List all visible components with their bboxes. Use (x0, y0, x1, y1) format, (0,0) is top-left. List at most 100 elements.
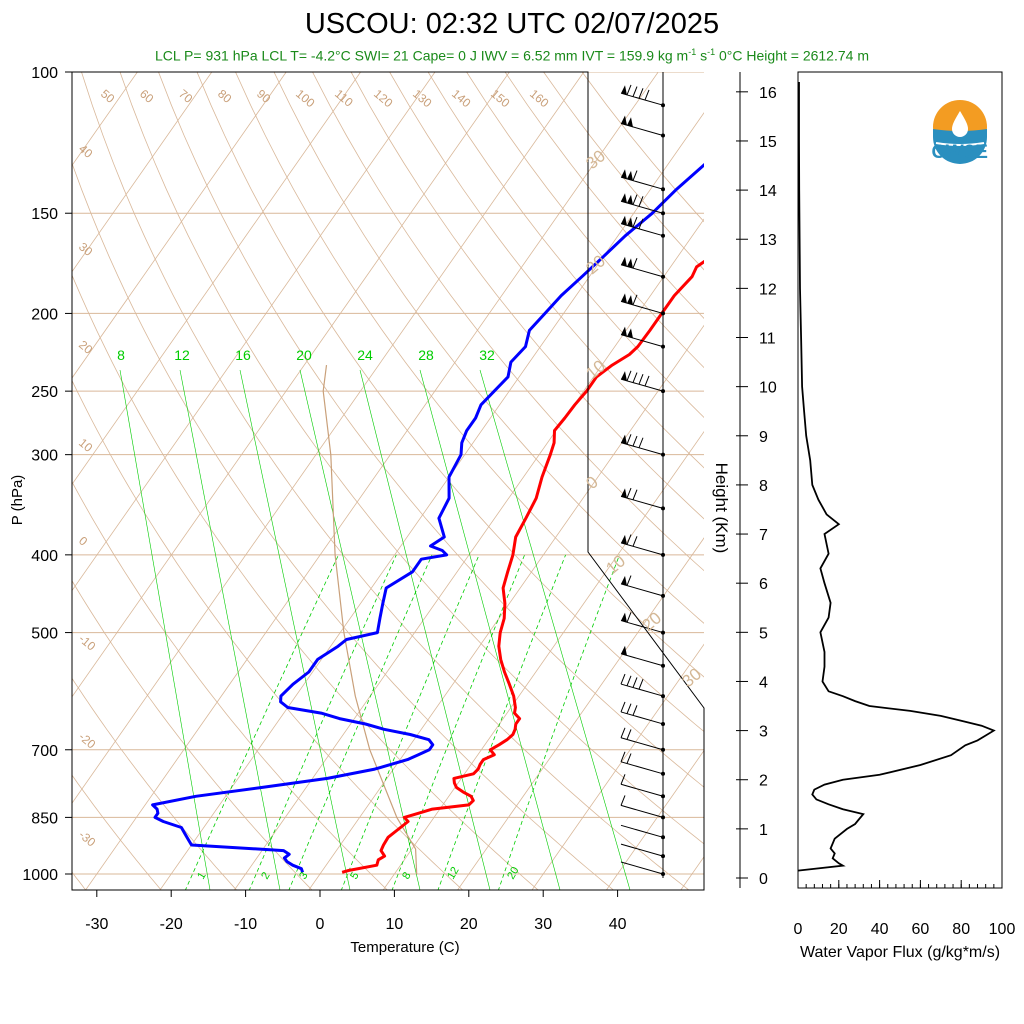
wind-barb-staff (620, 804, 664, 818)
x-tick-label: 30 (534, 916, 552, 933)
flux-x-tick-label: 40 (871, 921, 889, 938)
temperature-trace-line (341, 259, 704, 874)
wind-barb-staff (620, 711, 664, 725)
skewt-frame (71, 71, 705, 891)
isotherm-line (457, 537, 704, 890)
height-tick-label: 12 (759, 281, 777, 298)
mixing-ratio-label: 8 (400, 870, 413, 881)
height-tick-label: 13 (759, 232, 777, 249)
adiabat-label: 60 (137, 87, 156, 107)
mixing-ratio-label: 12 (445, 865, 462, 882)
isotherm-label: 0 (76, 534, 90, 549)
wind-barb-flag (620, 774, 626, 785)
cw3e-logo-icon (933, 100, 987, 164)
wind-barb-staff (620, 653, 664, 667)
height-axis-label: Height (Km) (712, 463, 731, 554)
wind-barb-staff (620, 378, 664, 392)
adiabat-label: 80 (215, 87, 234, 107)
dry-adiabat-line (427, 72, 704, 418)
isotherm-label: 20 (76, 338, 95, 358)
dry-adiabat-line (196, 72, 704, 733)
wind-barb-staff (620, 861, 664, 875)
wind-scale-label: 10 (602, 551, 629, 578)
wind-barb-staff (620, 620, 664, 634)
wind-barb-flag (626, 675, 632, 686)
wind-barb-staff (620, 737, 664, 751)
flux-x-tick-label: 80 (952, 921, 970, 938)
wind-barb-flag (626, 703, 632, 714)
wind-barb-pennant (627, 170, 633, 181)
flux-x-tick-label: 100 (989, 921, 1016, 938)
wind-barb-flag (620, 795, 626, 806)
mixing-ratio-label: 24 (357, 347, 373, 363)
wind-barb-flag (626, 753, 632, 764)
isotherm-line (308, 324, 704, 890)
wind-barb-flag (632, 86, 638, 97)
wind-barb-pennant (621, 193, 627, 204)
wind-barb-pennant (621, 488, 627, 499)
wind-barb-staff (620, 542, 664, 556)
y-tick-label: 200 (31, 306, 58, 323)
isotherm-line (159, 112, 704, 890)
adiabat-label: 100 (293, 87, 318, 111)
wind-barb-flag (632, 194, 638, 205)
stats-text-mid: s (696, 47, 708, 64)
dry-adiabat-line (312, 72, 704, 572)
wind-barb-pennant (621, 612, 627, 623)
x-tick-label: 20 (460, 916, 478, 933)
height-tick-label: 1 (759, 822, 768, 839)
sounding-stats: LCL P= 931 hPa LCL T= -4.2°C SWI= 21 Cap… (0, 47, 1024, 64)
wind-barb-pennant (621, 215, 627, 226)
flux-x-tick-label: 20 (830, 921, 848, 938)
wind-barb-flag (626, 370, 632, 382)
height-tick-label: 16 (759, 85, 777, 102)
mixing-ratio-line (299, 369, 421, 890)
y-tick-label: 1000 (22, 867, 58, 884)
flux-x-axis-label: Water Vapor Flux (g/kg*m/s) (800, 944, 1000, 961)
mixing-ratio-label: 1 (195, 870, 208, 881)
wind-barb-flag (626, 84, 632, 96)
dry-adiabat-line (350, 72, 704, 520)
dry-adiabat-line (72, 162, 615, 890)
y-tick-label: 400 (31, 548, 58, 565)
mixing-ratio-label: 20 (296, 347, 312, 363)
wind-barb-staff (620, 683, 664, 697)
wind-barb-flag (632, 435, 638, 447)
stats-exponent: -1 (688, 47, 697, 57)
flux-frame (797, 71, 1003, 889)
wind-barb-flag (638, 218, 644, 229)
height-tick-label: 5 (759, 625, 768, 642)
adiabat-label: 130 (410, 87, 435, 111)
wind-barb-flag (620, 673, 626, 685)
dry-adiabat-line (72, 481, 388, 890)
wind-barb-flag (632, 170, 638, 181)
y-tick-label: 500 (31, 626, 58, 643)
dry-adiabat-line (158, 72, 704, 788)
isotherm-label: 40 (76, 142, 95, 162)
x-tick-label: 40 (609, 916, 627, 933)
y-axis-label: P (hPa) (9, 475, 26, 526)
wind-barb-pennant (621, 371, 627, 382)
wind-barb-pennant (621, 115, 627, 126)
mixing-ratio-line (119, 369, 211, 890)
wind-barb-pennant (621, 293, 627, 304)
height-tick-label: 10 (759, 380, 777, 397)
wind-barb-flag (626, 612, 632, 623)
height-tick-label: 4 (759, 674, 768, 691)
mixing-ratio-line (239, 369, 351, 890)
stats-exponent: -1 (707, 47, 716, 57)
dry-adiabat-line (581, 72, 704, 223)
mixing-ratio-line (498, 554, 620, 890)
wind-barb-pennant (621, 534, 627, 545)
wind-scale-label: 20 (638, 608, 665, 635)
wind-barb-pennant (621, 169, 627, 180)
wind-barb-flag (626, 534, 632, 545)
mixing-ratio-label: 20 (505, 865, 522, 882)
x-tick-label: 0 (316, 916, 325, 933)
height-tick-label: 8 (759, 478, 768, 495)
wind-barb-pennant (621, 575, 627, 586)
dry-adiabat-line (72, 677, 238, 890)
mixing-ratio-label: 3 (297, 870, 310, 881)
isotherm-line (755, 72, 1024, 891)
